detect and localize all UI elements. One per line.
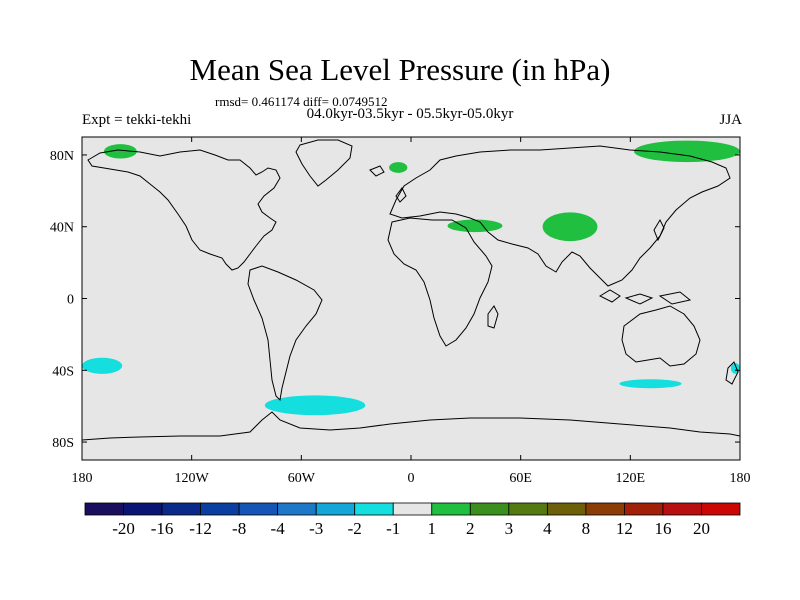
colorbar-swatch [392, 502, 433, 516]
axes: 180 120W 60W 0 60E 120E 180 80N 40N 0 40S 80S [50, 137, 751, 486]
colorbar-swatch [161, 502, 201, 516]
colorbar-swatch [624, 502, 664, 516]
colorbar-swatch [469, 502, 510, 516]
colorbar-swatch [431, 502, 471, 516]
y-tick-label: 80N [50, 149, 74, 164]
anomaly-mediterranean-turkey [447, 219, 503, 233]
coast-north-america [87, 149, 281, 271]
anomaly-south-of-australia [619, 379, 682, 389]
x-tick-label: 60E [509, 471, 532, 486]
colorbar-swatch [200, 502, 240, 516]
colorbar-label: 8 [582, 519, 591, 538]
colorbar-label: 16 [654, 519, 671, 538]
y-tick-label: 0 [67, 293, 74, 308]
coast-new-zealand [725, 361, 739, 385]
x-tick-label: 180 [730, 471, 751, 486]
colorbar-label: 1 [428, 519, 437, 538]
x-tick-label: 60W [288, 471, 316, 486]
coast-eurasia [389, 145, 731, 287]
x-tick-label: 120E [616, 471, 646, 486]
anomaly-north-pacific-arctic [103, 144, 137, 159]
colorbar-swatch [354, 502, 394, 516]
colorbar-swatch [508, 502, 548, 516]
coastlines [81, 139, 741, 441]
colorbar-swatch [585, 502, 625, 516]
colorbar-label: -1 [386, 519, 400, 538]
colorbar-swatch [701, 502, 741, 516]
colorbar-label: -8 [232, 519, 246, 538]
colorbar-swatch [315, 502, 356, 516]
colorbar-label: 20 [693, 519, 710, 538]
colorbar-swatch [277, 502, 317, 516]
colorbar-label: 3 [505, 519, 514, 538]
colorbar-label: 4 [543, 519, 552, 538]
x-tick-label: 0 [408, 471, 415, 486]
anomaly-central-asia-tibet [542, 212, 598, 242]
stats-text: rmsd= 0.461174 diff= 0.0749512 [215, 94, 388, 109]
coast-greenland [295, 139, 353, 187]
y-tick-label: 40N [50, 221, 74, 236]
colorbar-label: -12 [189, 519, 212, 538]
coast-south-america [247, 265, 323, 402]
experiment-label: Expt = tekki-tekhi [82, 112, 192, 128]
colorbar-label: 2 [466, 519, 475, 538]
anomaly-south-pacific [82, 357, 123, 374]
y-tick-label: 40S [52, 364, 74, 379]
season-label: JJA [719, 112, 742, 128]
plot-background [82, 137, 740, 460]
colorbar-swatch [123, 502, 163, 516]
coast-africa [387, 217, 493, 347]
colorbar-label: -2 [348, 519, 362, 538]
colorbar-label: -4 [271, 519, 286, 538]
period-text: 04.0kyr-03.5kyr - 05.5kyr-05.0kyr [306, 106, 514, 122]
colorbar-label: -3 [309, 519, 323, 538]
coast-indonesia [598, 289, 692, 305]
colorbar-swatch [662, 502, 702, 516]
x-tick-label: 120W [175, 471, 210, 486]
y-tick-label: 80S [52, 436, 74, 451]
coast-australia [621, 305, 701, 367]
coast-japan [653, 218, 665, 242]
coast-madagascar [487, 305, 499, 329]
anomaly-layer [82, 140, 740, 416]
colorbar: -20 -16 -12 -8 -4 -3 -2 -1 1 2 3 4 8 12 16 20 [84, 502, 741, 538]
coast-antarctica [81, 411, 741, 441]
x-tick-label: 180 [72, 471, 93, 486]
colorbar-label: 12 [616, 519, 633, 538]
map-layer [81, 137, 741, 460]
anomaly-drake-passage [264, 395, 366, 416]
anomaly-greenland-east [389, 162, 408, 173]
anomaly-arctic-siberia [633, 140, 740, 163]
colorbar-label: -16 [151, 519, 174, 538]
colorbar-swatch [238, 502, 279, 516]
colorbar-swatch [84, 502, 124, 516]
coast-uk [369, 165, 407, 203]
colorbar-swatch [546, 502, 587, 516]
chart-title: Mean Sea Level Pressure (in hPa) [189, 52, 611, 87]
colorbar-label: -20 [112, 519, 135, 538]
